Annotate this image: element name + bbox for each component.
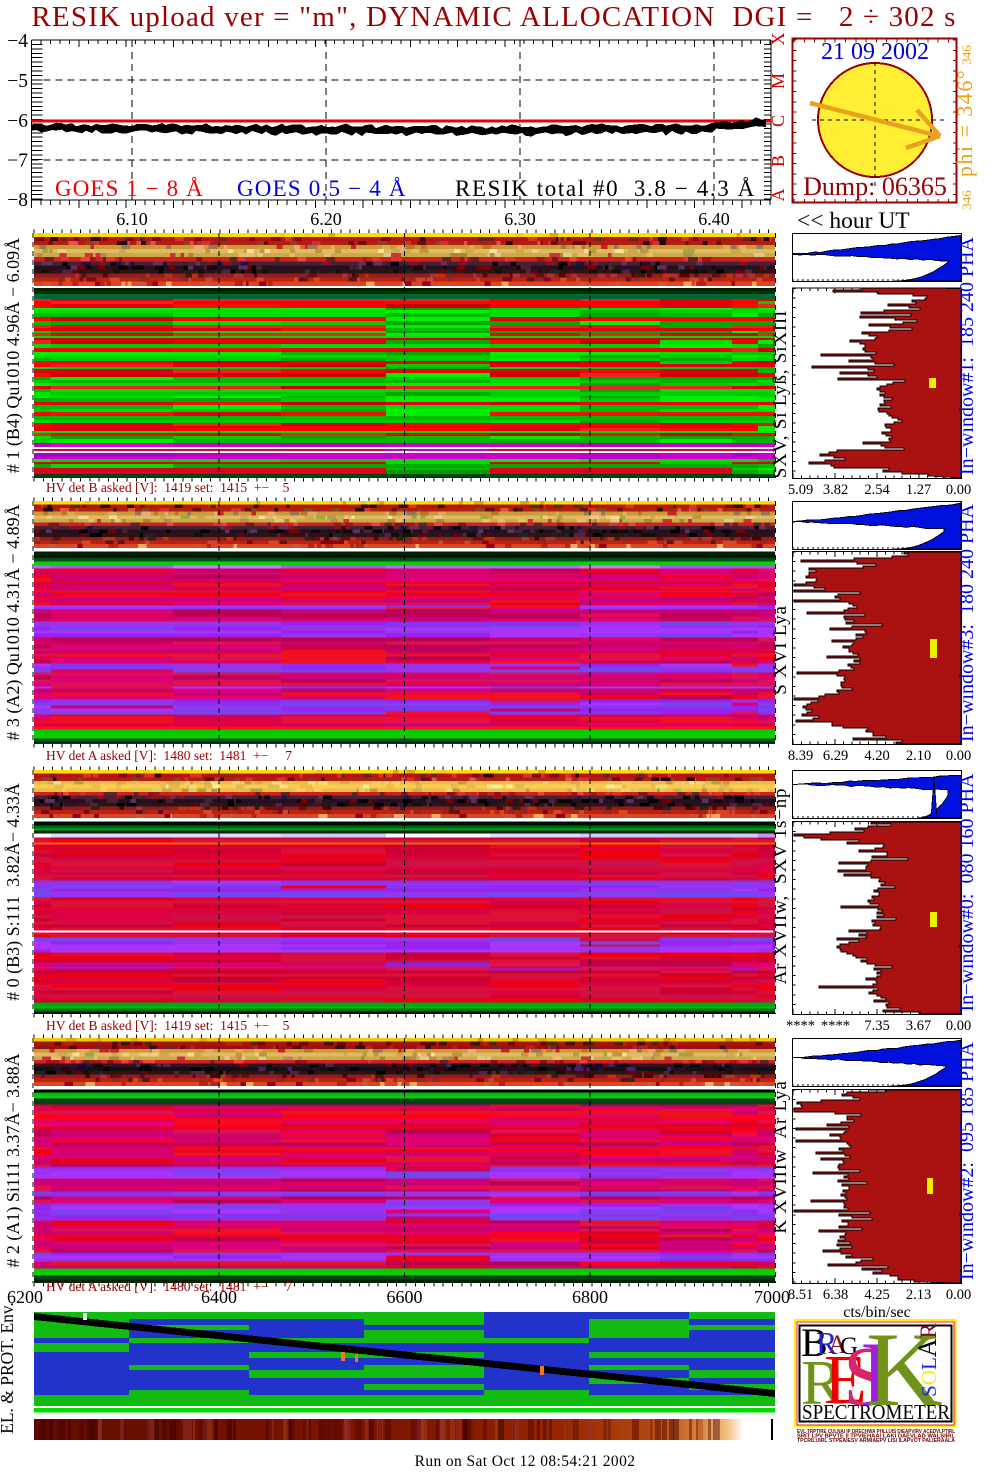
svg-text:SXV, Si Lyß, SiXIII: SXV, Si Lyß, SiXIII: [770, 310, 791, 478]
svg-text:HV det A asked [V]: 1480 set:: HV det A asked [V]: 1480 set: 1481 +− 7: [46, 748, 292, 763]
svg-text:S XVI Lya: S XVI Lya: [770, 605, 791, 695]
svg-text:SOLAR: SOLAR: [913, 1322, 942, 1396]
svg-text:I: I: [860, 1323, 891, 1425]
svg-text:RESIK upload ver = "m", DYNAMI: RESIK upload ver = "m", DYNAMIC ALLOCATI…: [31, 1, 956, 33]
svg-text:In−window#3: 180 240 PHA: In−window#3: 180 240 PHA: [956, 503, 978, 742]
svg-text:SPECTROMETER: SPECTROMETER: [802, 1400, 950, 1424]
svg-text:6.20: 6.20: [310, 209, 342, 229]
svg-text:7.35: 7.35: [864, 1018, 889, 1034]
svg-text:GOES 1 − 8 Å: GOES 1 − 8 Å: [55, 176, 204, 201]
svg-text:RESIK total #0 3.8 − 4.3 Å: RESIK total #0 3.8 − 4.3 Å: [455, 176, 756, 201]
svg-text:0.00: 0.00: [946, 1287, 971, 1303]
svg-text:In−window#2: 095 185 PHA: In−window#2: 095 185 PHA: [956, 1041, 978, 1280]
svg-text:****: ****: [786, 1018, 815, 1034]
svg-text:E: E: [824, 1342, 867, 1419]
svg-text:8.51: 8.51: [788, 1287, 813, 1303]
svg-text:Dump: 06365: Dump: 06365: [803, 172, 947, 201]
svg-text:6.30: 6.30: [504, 209, 536, 229]
svg-text:3.82: 3.82: [823, 482, 848, 498]
svg-text:A: A: [768, 189, 788, 202]
svg-text:21 09 2002: 21 09 2002: [821, 39, 929, 65]
svg-text:−6: −6: [7, 111, 28, 132]
svg-text:6.29: 6.29: [823, 748, 848, 764]
svg-text:K: K: [866, 1311, 943, 1428]
svg-text:6.10: 6.10: [116, 209, 148, 229]
svg-text:6.40: 6.40: [698, 209, 730, 229]
svg-text:****: ****: [821, 1018, 850, 1034]
svg-text:1.27: 1.27: [906, 482, 931, 498]
svg-text:−4: −4: [7, 31, 28, 52]
svg-text:# 1 (B4) Qu1010 4.96Å − 6.09Å: # 1 (B4) Qu1010 4.96Å − 6.09Å: [3, 238, 24, 473]
svg-text:M: M: [768, 73, 788, 89]
svg-text:8.39: 8.39: [788, 748, 813, 764]
svg-text:# 3 (A2) Qu1010 4.31Å − 4.89Å: # 3 (A2) Qu1010 4.31Å − 4.89Å: [3, 504, 24, 740]
svg-text:0.00: 0.00: [946, 1018, 971, 1034]
svg-text:−5: −5: [7, 71, 28, 92]
svg-text:4.20: 4.20: [864, 748, 889, 764]
svg-text:2.54: 2.54: [864, 482, 890, 498]
svg-text:2.13: 2.13: [906, 1287, 931, 1303]
svg-text:K XVIIIw Ar Lya: K XVIIIw Ar Lya: [770, 1080, 791, 1233]
svg-text:0.00: 0.00: [946, 482, 971, 498]
svg-text:−7: −7: [7, 151, 28, 172]
svg-text:HV det B asked [V]: 1419 set:: HV det B asked [V]: 1419 set: 1415 +− 5: [46, 1018, 290, 1033]
svg-text:346: 346: [959, 190, 974, 210]
svg-text:# 2 (A1) Si111 3.37Å− 3.88Å: # 2 (A1) Si111 3.37Å− 3.88Å: [3, 1053, 24, 1267]
svg-text:# 0 (B3) S:111 3.82Å− 4.33Å: # 0 (B3) S:111 3.82Å− 4.33Å: [3, 783, 24, 1001]
svg-text:In−window#0: 080 160 PHA: In−window#0: 080 160 PHA: [956, 773, 978, 1012]
svg-text:2.10: 2.10: [906, 748, 931, 764]
svg-text:G: G: [840, 1333, 858, 1360]
svg-text:346: 346: [959, 45, 974, 65]
svg-text:<< hour UT: << hour UT: [797, 208, 910, 234]
svg-text:Ar XVIIw, SXV 1s−np: Ar XVIIw, SXV 1s−np: [770, 788, 791, 985]
svg-text:B: B: [768, 155, 788, 167]
svg-text:X: X: [768, 33, 788, 46]
svg-text:S: S: [843, 1328, 891, 1424]
svg-text:B: B: [801, 1320, 828, 1365]
svg-text:GOES 0.5 − 4 Å: GOES 0.5 − 4 Å: [237, 176, 407, 201]
svg-text:3.67: 3.67: [906, 1018, 931, 1034]
svg-text:R: R: [816, 1325, 838, 1361]
svg-text:HV det A asked [V]: 1480 set:: HV det A asked [V]: 1480 set: 1481 +− 7: [46, 1279, 292, 1294]
svg-text:In−window#1: 185 240 PHA: In−window#1: 185 240 PHA: [956, 236, 978, 475]
svg-text:R: R: [801, 1347, 844, 1418]
svg-text:A: A: [828, 1330, 847, 1359]
svg-text:4.25: 4.25: [864, 1287, 889, 1303]
svg-text:5.09: 5.09: [788, 482, 813, 498]
svg-text:−8: −8: [7, 190, 28, 211]
svg-text:phi = 346°: phi = 346°: [952, 69, 977, 177]
svg-text:HV det B asked [V]: 1419 set:: HV det B asked [V]: 1419 set: 1415 +− 5: [46, 480, 290, 495]
svg-text:0.00: 0.00: [946, 748, 971, 764]
svg-text:6.38: 6.38: [823, 1287, 848, 1303]
svg-text:C: C: [768, 115, 788, 127]
